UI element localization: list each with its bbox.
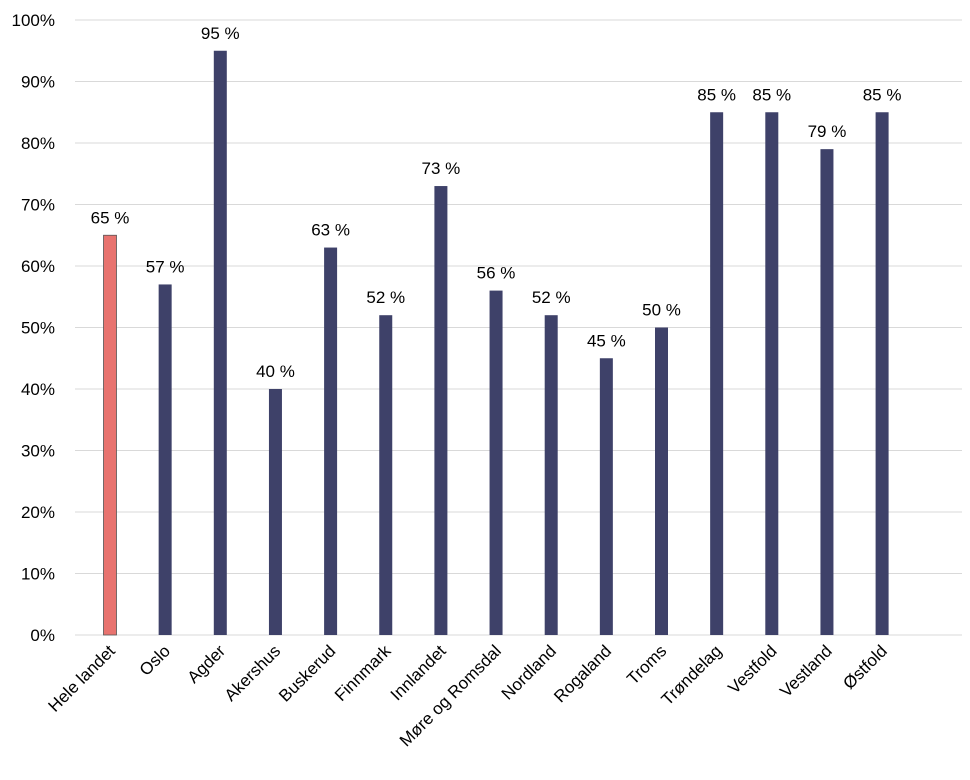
y-axis-ticks: 0% 10% 20% 30% 40% 50% 60% 70% 80% 90% 100% (12, 11, 55, 645)
data-label: 40 % (256, 362, 295, 381)
x-axis-labels: Hele landet Oslo AgderAkershusBuskerudFinn… (45, 641, 891, 750)
data-label: 85 % (863, 85, 902, 104)
bar (324, 247, 338, 636)
y-tick-label: 30% (21, 442, 55, 461)
y-tick-label: 40% (21, 380, 55, 399)
y-tick-label: 10% (21, 565, 55, 584)
bar (875, 112, 889, 635)
x-tick-label: Vestfold (724, 641, 780, 697)
x-tick-label: Oslo (136, 641, 174, 679)
bar (434, 186, 448, 636)
y-tick-label: 90% (21, 73, 55, 92)
x-tick-label: Vestland (776, 641, 836, 701)
data-labels: 65 % 57 % 95 % 40 % 63 % 52 % 73 % 56 % 52 % 45 %… (91, 24, 902, 381)
data-label: 56 % (477, 264, 516, 283)
y-tick-label: 60% (21, 257, 55, 276)
data-label: 73 % (422, 159, 461, 178)
x-tick-label: Akershus (221, 641, 285, 705)
bar (213, 50, 227, 635)
bar (599, 358, 613, 635)
bar (710, 112, 724, 635)
data-label: 57 % (146, 257, 185, 276)
y-tick-label: 80% (21, 134, 55, 153)
data-label: 79 % (808, 122, 847, 141)
bar (820, 149, 834, 635)
bar (268, 389, 282, 635)
x-tick-label: Buskerud (275, 641, 339, 705)
bar (158, 284, 172, 635)
x-tick-label: Finnmark (331, 641, 395, 705)
data-label: 63 % (311, 221, 350, 240)
data-label: 52 % (532, 288, 571, 307)
y-tick-label: 70% (21, 196, 55, 215)
x-tick-label: Troms (623, 641, 670, 688)
y-tick-label: 50% (21, 319, 55, 338)
y-tick-label: 20% (21, 503, 55, 522)
x-tick-label: Møre og Romsdal (396, 641, 505, 750)
bar (379, 315, 393, 635)
x-tick-label: Østfold (839, 641, 891, 693)
data-label: 52 % (366, 288, 405, 307)
bars (103, 50, 889, 636)
x-tick-label: Trøndelag (658, 641, 726, 709)
data-label: 45 % (587, 331, 626, 350)
y-tick-label: 100% (12, 11, 55, 30)
x-tick-label: Rogaland (550, 641, 615, 706)
bar (489, 290, 503, 635)
bar (103, 234, 117, 636)
data-label: 85 % (752, 85, 791, 104)
bar (765, 112, 779, 635)
data-label: 65 % (91, 208, 130, 227)
data-label: 85 % (697, 85, 736, 104)
x-tick-label: Agder (184, 641, 230, 687)
bar (544, 315, 558, 635)
data-label: 95 % (201, 24, 240, 43)
bar (655, 327, 668, 635)
x-tick-label: Hele landet (45, 641, 119, 715)
data-label: 50 % (642, 301, 681, 320)
y-tick-label: 0% (30, 626, 55, 645)
